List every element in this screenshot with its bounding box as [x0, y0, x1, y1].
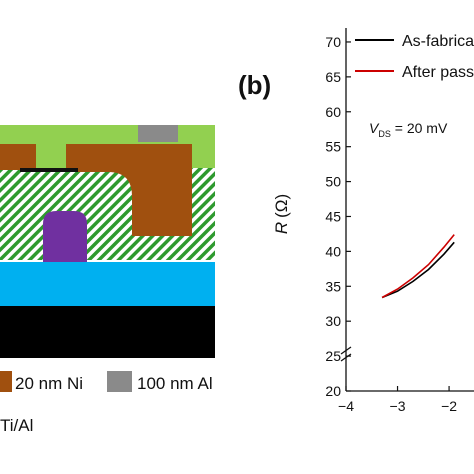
y-axis-break-1 — [340, 346, 352, 355]
y-axis-label: R (Ω) — [272, 194, 291, 234]
vds-annotation: VDS = 20 mV — [369, 120, 448, 139]
legend-swatch-ni — [0, 371, 12, 392]
y-axis-break-2 — [340, 353, 352, 362]
vds-symbol: V — [369, 120, 380, 136]
footnote-label: Ti/Al — [0, 416, 33, 435]
x-tick-label: −3 — [390, 398, 406, 414]
plot-area: 20 25 30 35 40 45 50 55 60 65 70 −4 −3 −2 — [325, 28, 474, 414]
y-axis-label-unit: (Ω) — [272, 194, 291, 218]
channel-layer — [0, 262, 215, 306]
y-tick-label: 45 — [325, 208, 341, 224]
y-tick-label: 30 — [325, 313, 341, 329]
legend-label-al: 100 nm Al — [137, 374, 213, 393]
y-tick-label: 60 — [325, 104, 341, 120]
y-tick-label: 50 — [325, 174, 341, 190]
legend-label-ni: 20 nm Ni — [15, 374, 83, 393]
x-ticks: −4 −3 −2 — [338, 386, 457, 414]
y-tick-label: 40 — [325, 243, 341, 259]
legend-swatch-al — [107, 371, 132, 392]
y-tick-label: 25 — [325, 348, 341, 364]
chart-legend: As-fabricat After passi — [355, 33, 474, 81]
series-line-0 — [381, 241, 455, 299]
x-tick-label: −2 — [441, 398, 457, 414]
y-tick-label: 35 — [325, 278, 341, 294]
hatched-mesa — [0, 172, 132, 240]
y-tick-label: 65 — [325, 69, 341, 85]
y-tick-label: 70 — [325, 34, 341, 50]
gate-region — [43, 211, 87, 262]
material-legend: 20 nm Ni 100 nm Al Ti/Al — [0, 371, 213, 435]
series-lines — [381, 234, 455, 299]
legend-label-after-passivation: After passi — [402, 64, 474, 81]
vds-value: = 20 mV — [391, 120, 448, 136]
y-tick-label: 55 — [325, 139, 341, 155]
al-pad — [138, 125, 178, 142]
y-tick-label: 20 — [325, 383, 341, 399]
y-ticks: 20 25 30 35 40 45 50 55 60 65 70 — [325, 34, 351, 399]
vds-subscript: DS — [378, 129, 391, 139]
ni-left-contact — [0, 144, 36, 170]
panel-label: (b) — [238, 70, 271, 100]
device-cross-section — [0, 125, 215, 358]
legend-label-as-fabricated: As-fabricat — [402, 33, 474, 50]
y-axis-label-var: R — [272, 222, 291, 234]
x-tick-label: −4 — [338, 398, 354, 414]
substrate — [0, 306, 215, 358]
series-line-1 — [381, 234, 455, 299]
ni-right-contact — [66, 144, 192, 236]
